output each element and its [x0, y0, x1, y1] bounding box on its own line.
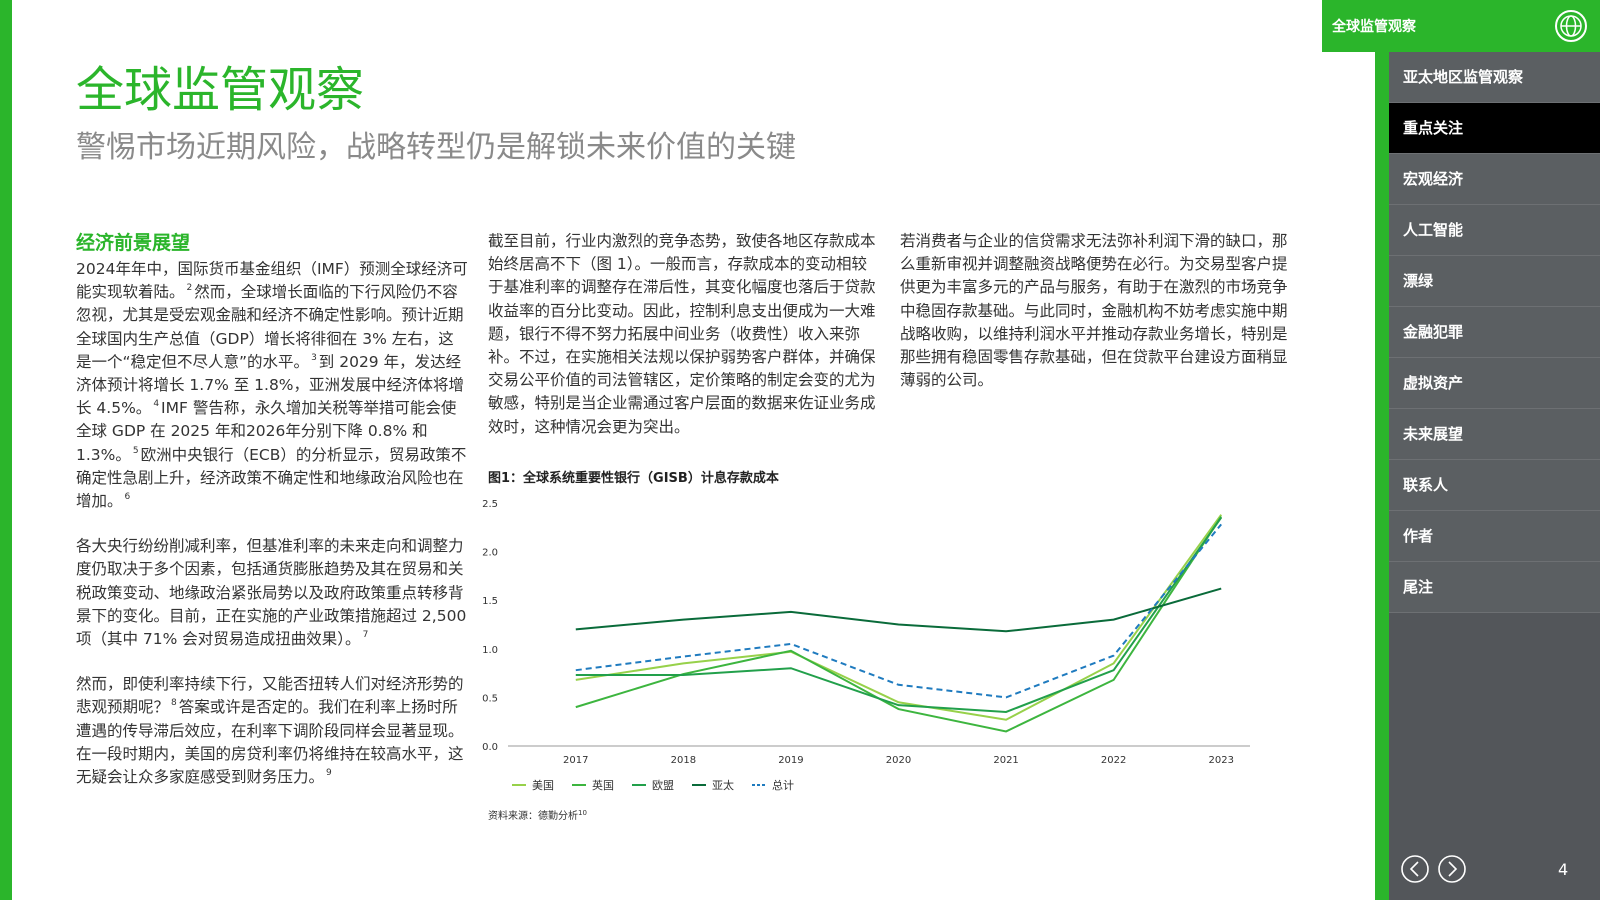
page-number: 4 — [1558, 860, 1569, 879]
x-tick-label: 2021 — [993, 755, 1018, 766]
sidebar-header — [1322, 0, 1600, 52]
y-tick-label: 1.0 — [482, 645, 498, 656]
x-tick-label: 2017 — [563, 755, 588, 766]
x-tick-label: 2022 — [1101, 755, 1126, 766]
nav-item[interactable]: 重点关注 — [1389, 103, 1600, 154]
text-run: 然而，全球增长面临的下行风险仍不容忽视，尤其是受宏观金融和经济不确定性影响。预计… — [76, 283, 464, 371]
sidebar-stripe — [1375, 52, 1389, 900]
nav-arrows — [1401, 855, 1466, 883]
text-run: 2024年年中，国际货币基金组织（IMF）预测全球经济可能实现软着陆。 — [76, 260, 468, 302]
x-tick-label: 2023 — [1208, 755, 1233, 766]
y-tick-label: 0.5 — [482, 693, 498, 704]
text-run: 欧洲中央银行（ECB）的分析显示，贸易政策不确定性急剧上升，经济政策不确定性和地… — [76, 445, 467, 511]
x-tick-label: 2018 — [671, 755, 696, 766]
paragraph: 然而，即使利率持续下行，又能否扭转人们对经济形势的悲观预期呢？ 8 答案或许是否定的… — [76, 673, 468, 789]
paragraph: 各大央行纷纷削减利率，但基准利率的未来走向和调整力度仍取决于多个因素，包括通货膨… — [76, 535, 468, 651]
footnote-ref: 9 — [326, 768, 332, 779]
text-run: 到 2029 年，发达经济体预计将增长 1.7% 至 1.8%，亚洲发展中经济体… — [76, 352, 465, 418]
x-tick-label: 2020 — [886, 755, 911, 766]
footnote-ref: 5 — [132, 445, 139, 456]
legend-label: 英国 — [592, 778, 614, 792]
y-tick-label: 1.5 — [482, 596, 498, 607]
prev-button[interactable] — [1401, 855, 1429, 883]
nav-item[interactable]: 宏观经济 — [1389, 154, 1600, 205]
section-heading: 经济前景展望 — [76, 232, 191, 254]
text-run: 若消费者与企业的信贷需求无法弥补利润下滑的缺口，那么重新审视并调整融资战略便势在… — [900, 232, 1288, 390]
paragraph: 若消费者与企业的信贷需求无法弥补利润下滑的缺口，那么重新审视并调整融资战略便势在… — [900, 230, 1292, 392]
footnote-ref: 2 — [186, 283, 193, 294]
y-tick-label: 2.0 — [482, 548, 498, 559]
nav-item[interactable]: 尾注 — [1389, 562, 1600, 613]
line-series — [575, 523, 1222, 699]
y-tick-label: 2.5 — [482, 499, 498, 510]
globe-icon[interactable] — [1554, 9, 1588, 43]
line-series — [575, 517, 1223, 713]
text-run: IMF 警告称，永久增加关税等举措可能会使全球 GDP 在 2025 年和202… — [76, 399, 457, 464]
page-title: 全球监管观察 — [76, 62, 365, 118]
nav-item[interactable]: 金融犯罪 — [1389, 307, 1600, 358]
chart: 图1：全球系统重要性银行（GISB）计息存款成本 0.0 0.5 1.0 1.5 2.0… — [482, 470, 1250, 822]
text-run: 截至目前，行业内激烈的竞争态势，致使各地区存款成本始终居高不下（图 1）。一般而… — [488, 232, 876, 436]
legend-label: 亚太 — [712, 779, 734, 792]
nav-item[interactable]: 未来展望 — [1389, 409, 1600, 460]
line-series — [575, 587, 1222, 633]
paragraph: 2024年年中，国际货币基金组织（IMF）预测全球经济可能实现软着陆。 2 然而，全… — [76, 258, 468, 513]
footnote-ref: 7 — [362, 630, 369, 641]
line-series — [575, 514, 1223, 721]
legend-label: 欧盟 — [652, 779, 674, 792]
paragraph: 截至目前，行业内激烈的竞争态势，致使各地区存款成本始终居高不下（图 1）。一般而… — [488, 230, 880, 439]
nav-item[interactable]: 人工智能 — [1389, 205, 1600, 256]
text-column: 经济前景展望 2024年年中，国际货币基金组织（IMF）预测全球经济可能实现软着陆… — [76, 230, 468, 811]
left-bar — [0, 0, 12, 900]
footnote-ref: 10 — [578, 809, 587, 817]
x-tick-label: 2019 — [778, 755, 803, 766]
source-text: 资料来源：德勤分析 — [488, 809, 578, 822]
text-run: 然而，即使利率持续下行，又能否扭转人们对经济形势的悲观预期呢？ — [76, 675, 464, 717]
chart-source: 资料来源：德勤分析10 — [488, 809, 587, 822]
nav-item[interactable]: 联系人 — [1389, 460, 1600, 511]
nav-item[interactable]: 虚拟资产 — [1389, 358, 1600, 409]
page-subtitle: 警惕市场近期风险，战略转型仍是解锁未来价值的关键 — [76, 130, 796, 165]
text-run: 各大央行纷纷削减利率，但基准利率的未来走向和调整力度仍取决于多个因素，包括通货膨… — [76, 537, 467, 649]
footnote-ref: 8 — [171, 698, 177, 709]
sidebar: 全球监管观察 亚太地区监管观察 重点关注 宏观经济 人工智能 漂绿 金融犯罪 虚拟资产 未来展… — [1322, 0, 1600, 900]
text-run: 答案或许是否定的。我们在利率上扬时所遭遇的传导滞后效应，在利率下调阶段同样会显著… — [76, 698, 464, 787]
footnote-ref: 6 — [124, 492, 131, 503]
nav-item[interactable]: 亚太地区监管观察 — [1389, 52, 1600, 103]
text-column: 若消费者与企业的信贷需求无法弥补利润下滑的缺口，那么重新审视并调整融资战略便势在… — [900, 230, 1292, 414]
nav-item[interactable]: 作者 — [1389, 511, 1600, 562]
sidebar-title: 全球监管观察 — [1332, 19, 1416, 35]
legend-label: 美国 — [532, 779, 554, 792]
footnote-ref: 4 — [153, 399, 160, 410]
nav-item[interactable]: 漂绿 — [1389, 256, 1600, 307]
text-column: 截至目前，行业内激烈的竞争态势，致使各地区存款成本始终居高不下（图 1）。一般而… — [488, 230, 880, 461]
legend-label: 总计 — [772, 778, 794, 792]
footnote-ref: 3 — [311, 352, 317, 363]
next-button[interactable] — [1438, 855, 1466, 883]
chart-title: 图1：全球系统重要性银行（GISB）计息存款成本 — [488, 470, 779, 486]
y-tick-label: 0.0 — [482, 742, 498, 753]
